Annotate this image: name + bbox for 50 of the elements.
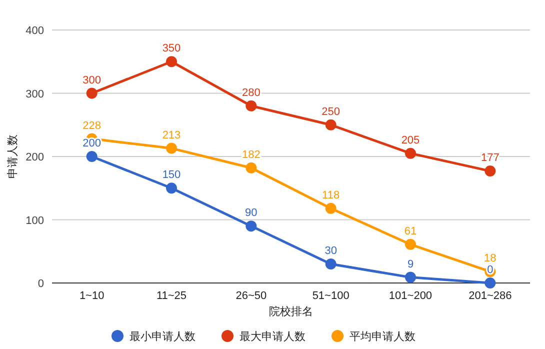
data-label: 200 — [82, 138, 102, 150]
x-tick-label: 51~100 — [312, 290, 350, 302]
point — [325, 258, 336, 270]
point — [325, 119, 336, 130]
data-label: 205 — [401, 134, 420, 146]
y-tick-label: 100 — [26, 214, 44, 227]
legend-label: 最大申请人数 — [240, 330, 306, 343]
point — [484, 278, 496, 288]
point — [246, 220, 257, 232]
data-label: 228 — [82, 120, 102, 132]
point — [166, 56, 177, 68]
y-tick-label: 400 — [26, 25, 44, 37]
x-tick-label: 201~286 — [468, 290, 512, 302]
data-label: 118 — [322, 189, 340, 202]
data-label: 280 — [242, 86, 260, 99]
x-tick-label: 1~10 — [79, 290, 104, 302]
point — [166, 142, 177, 154]
point — [86, 151, 98, 162]
data-label: 250 — [322, 106, 340, 118]
point — [484, 166, 496, 177]
legend-label: 最小申请人数 — [130, 330, 196, 343]
data-label: 300 — [82, 74, 102, 86]
data-label: 61 — [404, 225, 417, 238]
legend-label: 平均申请人数 — [350, 330, 416, 343]
data-label: 18 — [484, 252, 496, 265]
data-label: 213 — [162, 129, 181, 142]
data-label: 350 — [162, 42, 181, 55]
y-tick-label: 200 — [26, 152, 44, 164]
y-tick-label: 0 — [38, 278, 44, 290]
data-label: 30 — [324, 245, 337, 258]
data-label: 182 — [242, 148, 260, 161]
y-axis-title: 申请人数 — [6, 134, 19, 178]
point — [405, 148, 416, 159]
data-label: 90 — [245, 207, 258, 220]
point — [166, 182, 177, 194]
x-tick-label: 11~25 — [156, 290, 187, 302]
point — [246, 100, 257, 112]
data-label: 0 — [487, 264, 494, 276]
data-label: 150 — [162, 169, 181, 182]
y-tick-label: 300 — [26, 88, 44, 100]
x-axis-title: 院校排名 — [269, 305, 313, 318]
point — [405, 238, 416, 250]
x-tick-label: 101~200 — [388, 290, 432, 302]
x-tick-label: 26~50 — [236, 290, 267, 302]
data-label: 177 — [480, 152, 500, 164]
point — [405, 272, 416, 283]
point — [246, 162, 257, 174]
point — [86, 88, 98, 99]
data-label: 9 — [407, 258, 414, 270]
point — [325, 202, 336, 214]
